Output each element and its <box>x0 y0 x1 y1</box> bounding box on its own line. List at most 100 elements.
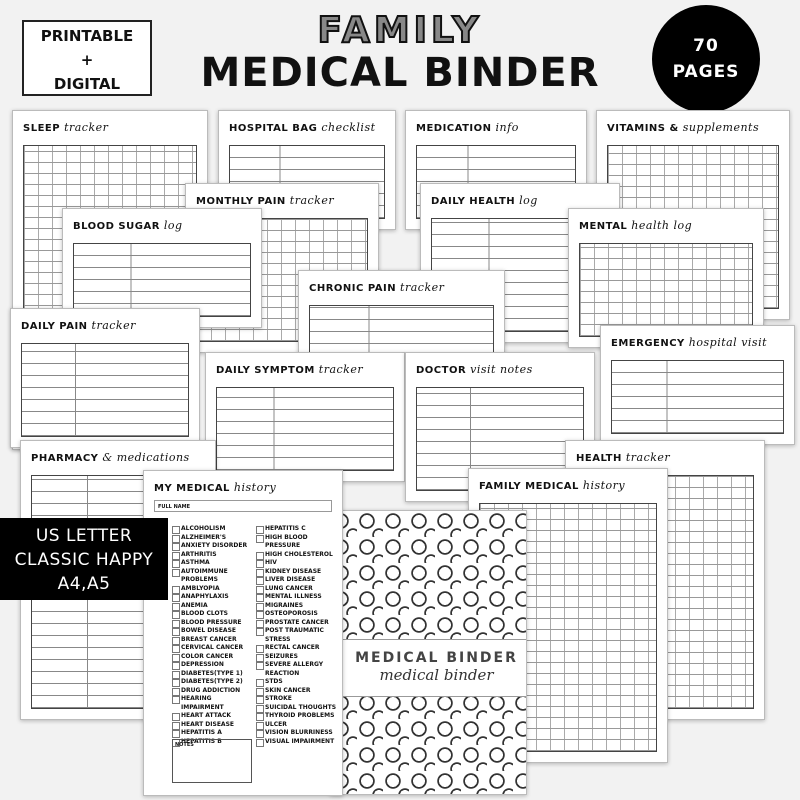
condition-checkbox[interactable]: SEVERE ALLERGY REACTION <box>256 661 342 678</box>
page-title-script: log <box>163 219 183 232</box>
condition-checkbox[interactable]: DIABETES(TYPE 2) <box>172 678 254 687</box>
condition-checkbox[interactable]: BLOOD PRESSURE <box>172 619 254 627</box>
page-title: MONTHLY PAIN tracker <box>186 184 378 213</box>
condition-checkbox[interactable]: HEPATITIS C <box>256 525 342 534</box>
condition-checkbox[interactable]: PROSTATE CANCER <box>256 619 342 627</box>
condition-checkbox[interactable]: ALCOHOLISM <box>172 525 254 534</box>
condition-checkbox[interactable]: LUNG CANCER <box>256 585 342 593</box>
condition-checkbox[interactable]: SUICIDAL THOUGHTS <box>256 704 342 712</box>
title-medical-binder: MEDICAL BINDER <box>200 50 600 96</box>
printable-digital-badge: PRINTABLE + DIGITAL <box>22 20 152 96</box>
condition-checkbox[interactable]: LIVER DISEASE <box>256 576 342 585</box>
page-title-text: SLEEP <box>23 123 61 134</box>
condition-checkbox[interactable]: HIGH CHOLESTEROL <box>256 551 342 559</box>
condition-checkbox[interactable]: OSTEOPOROSIS <box>256 610 342 619</box>
page-title-text: BLOOD SUGAR <box>73 221 160 232</box>
condition-checkbox[interactable]: STROKE <box>256 695 342 704</box>
page-title-script: visit notes <box>470 363 533 376</box>
condition-checkbox[interactable]: MENTAL ILLNESS <box>256 593 342 602</box>
page-title-script: checklist <box>321 121 376 134</box>
page-title: DAILY SYMPTOM tracker <box>206 353 404 382</box>
pages-label: PAGES <box>672 62 740 82</box>
condition-checkbox[interactable]: HEPATITIS A <box>172 729 254 738</box>
condition-checkbox[interactable]: ANEMIA <box>172 602 254 610</box>
condition-checkbox[interactable]: RECTAL CANCER <box>256 644 342 653</box>
condition-checkbox[interactable]: HIV <box>256 559 342 568</box>
page-title-text: PHARMACY <box>31 453 99 464</box>
page-title: HEALTH tracker <box>566 441 764 470</box>
title-family: FAMILY <box>317 9 483 52</box>
page-daily-symptom: DAILY SYMPTOM tracker <box>205 352 405 482</box>
page-title: SLEEP tracker <box>13 111 207 140</box>
condition-checkbox[interactable]: HIGH BLOOD PRESSURE <box>256 534 342 551</box>
condition-checkbox[interactable]: AMBLYOPIA <box>172 585 254 593</box>
page-title-text: HOSPITAL BAG <box>229 123 318 134</box>
condition-checkbox[interactable]: KIDNEY DISEASE <box>256 568 342 576</box>
page-title: MY MEDICAL history <box>144 471 342 500</box>
condition-checkbox[interactable]: ANAPHYLAXIS <box>172 593 254 602</box>
format-line: A4,A5 <box>57 574 111 594</box>
condition-checkbox[interactable]: BLOOD CLOTS <box>172 610 254 619</box>
condition-checkbox[interactable]: SEIZURES <box>256 653 342 661</box>
condition-checkbox[interactable]: POST TRAUMATIC STRESS <box>256 627 342 644</box>
page-title: DOCTOR visit notes <box>406 353 594 382</box>
page-title: MEDICATION info <box>406 111 586 140</box>
condition-checkbox[interactable]: ALZHEIMER'S <box>172 534 254 542</box>
notes-box[interactable]: NOTES <box>172 739 252 783</box>
condition-checkbox[interactable]: DEPRESSION <box>172 661 254 670</box>
conditions-list-2: HEPATITIS C HIGH BLOOD PRESSURE HIGH CHOLE… <box>256 525 342 746</box>
cover-script: medical binder <box>379 666 494 684</box>
page-table <box>21 343 189 437</box>
condition-checkbox[interactable]: VISUAL IMPAIRMENT <box>256 738 342 746</box>
page-title: MENTAL health log <box>569 209 763 238</box>
page-title-script: tracker <box>400 281 445 294</box>
condition-checkbox[interactable]: HEART DISEASE <box>172 721 254 729</box>
page-title-text: MONTHLY PAIN <box>196 196 286 207</box>
badge-line: DIGITAL <box>53 75 121 93</box>
page-title-text: MY MEDICAL <box>154 483 230 494</box>
condition-checkbox[interactable]: DRUG ADDICTION <box>172 687 254 695</box>
page-title-text: MEDICATION <box>416 123 492 134</box>
page-title-text: DAILY SYMPTOM <box>216 365 315 376</box>
page-daily-pain: DAILY PAIN tracker <box>10 308 200 448</box>
condition-checkbox[interactable]: COLOR CANCER <box>172 653 254 661</box>
page-medical-history: MY MEDICAL history FULL NAME ALCOHOLISM ALZ… <box>143 470 343 796</box>
page-title-script: tracker <box>64 121 109 134</box>
condition-checkbox[interactable]: ULCER <box>256 721 342 729</box>
condition-checkbox[interactable]: THYROID PROBLEMS <box>256 712 342 721</box>
page-title-script: history <box>233 481 277 494</box>
page-title-script: history <box>582 479 626 492</box>
condition-checkbox[interactable]: DIABETES(TYPE 1) <box>172 670 254 678</box>
condition-checkbox[interactable]: BREAST CANCER <box>172 636 254 644</box>
page-table <box>73 243 251 317</box>
page-table <box>579 243 753 337</box>
condition-checkbox[interactable]: ASTHMA <box>172 559 254 568</box>
full-name-field[interactable]: FULL NAME <box>154 500 332 512</box>
condition-checkbox[interactable]: BOWEL DISEASE <box>172 627 254 636</box>
cover-title-band: MEDICAL BINDER medical binder <box>331 639 526 697</box>
page-emergency: EMERGENCY hospital visit <box>600 325 795 445</box>
condition-checkbox[interactable]: VISION BLURRINESS <box>256 729 342 738</box>
page-title-text: DAILY HEALTH <box>431 196 516 207</box>
page-title: VITAMINS & supplements <box>597 111 789 140</box>
page-title-script: tracker <box>91 319 136 332</box>
page-title: DAILY PAIN tracker <box>11 309 199 338</box>
page-title-script: tracker <box>318 363 364 376</box>
condition-checkbox[interactable]: HEARING IMPAIRMENT <box>172 695 254 712</box>
page-title: CHRONIC PAIN tracker <box>299 271 504 300</box>
page-title-text: FAMILY MEDICAL <box>479 481 579 492</box>
page-title-script: log <box>519 194 538 207</box>
condition-checkbox[interactable]: MIGRAINES <box>256 602 342 610</box>
condition-checkbox[interactable]: SKIN CANCER <box>256 687 342 695</box>
condition-checkbox[interactable]: CERVICAL CANCER <box>172 644 254 653</box>
page-title: FAMILY MEDICAL history <box>469 469 667 498</box>
page-title-text: DAILY PAIN <box>21 321 88 332</box>
page-title-script: & medications <box>102 451 190 464</box>
condition-checkbox[interactable]: STDS <box>256 678 342 687</box>
format-line: US LETTER <box>35 526 133 546</box>
condition-checkbox[interactable]: AUTOIMMUNE PROBLEMS <box>172 568 254 585</box>
condition-checkbox[interactable]: ARTHRITIS <box>172 551 254 559</box>
condition-checkbox[interactable]: HEART ATTACK <box>172 712 254 721</box>
condition-checkbox[interactable]: ANXIETY DISORDER <box>172 542 254 551</box>
page-title-script: hospital visit <box>688 336 768 349</box>
